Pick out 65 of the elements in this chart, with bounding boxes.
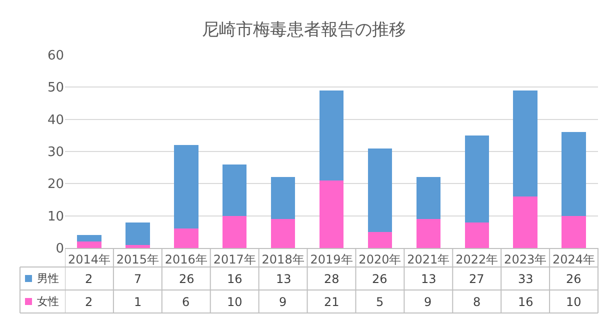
- data-label: 9: [279, 295, 287, 309]
- data-label: 26: [372, 272, 388, 286]
- x-tick-label: 2020年: [358, 252, 402, 266]
- data-label: 16: [518, 295, 534, 309]
- bar: [126, 222, 150, 245]
- data-label: 26: [179, 272, 194, 286]
- data-label: 9: [424, 295, 432, 309]
- data-label: 10: [566, 295, 582, 309]
- x-tick-label: 2019年: [310, 252, 353, 266]
- bar: [222, 216, 247, 248]
- x-tick-label: 2017年: [213, 252, 256, 266]
- bar: [416, 177, 441, 220]
- legend-label: 女性: [37, 295, 59, 308]
- bar: [174, 145, 198, 229]
- data-label: 33: [518, 272, 534, 286]
- data-label: 1: [134, 295, 142, 309]
- x-tick-label: 2023年: [504, 252, 547, 266]
- data-label: 26: [566, 272, 582, 286]
- data-label: 13: [421, 272, 436, 286]
- data-label: 10: [227, 295, 242, 309]
- legend-label: 男性: [37, 272, 59, 285]
- data-label: 28: [324, 272, 340, 286]
- x-tick-label: 2022年: [456, 252, 498, 266]
- data-label: 8: [473, 295, 481, 309]
- data-label: 21: [324, 295, 340, 309]
- data-label: 13: [276, 272, 292, 286]
- bar: [77, 242, 102, 248]
- data-label: 27: [469, 272, 484, 286]
- data-label: 5: [376, 295, 384, 309]
- x-tick-label: 2024年: [552, 252, 596, 266]
- y-tick-label: 50: [47, 80, 64, 96]
- bar: [270, 177, 296, 220]
- bar: [319, 90, 344, 180]
- x-tick-label: 2015年: [116, 252, 159, 266]
- bar: [222, 164, 247, 216]
- bar: [126, 244, 150, 248]
- bar: [368, 148, 392, 232]
- bar: [416, 219, 441, 248]
- bar: [562, 216, 586, 248]
- x-tick-label: 2016年: [164, 252, 208, 266]
- bar: [319, 180, 344, 248]
- bar: [513, 90, 538, 197]
- bar: [77, 235, 102, 242]
- data-label: 2: [85, 272, 93, 286]
- y-tick-label: 40: [47, 112, 64, 128]
- data-label: 16: [227, 272, 242, 286]
- bar: [464, 222, 489, 248]
- bar: [174, 228, 198, 248]
- y-tick-label: 30: [47, 145, 64, 160]
- y-tick-label: 0: [56, 242, 64, 257]
- bar: [513, 196, 538, 248]
- x-tick-label: 2014年: [68, 252, 111, 266]
- x-tick-label: 2018年: [262, 252, 304, 266]
- bar: [464, 135, 489, 222]
- y-tick-label: 20: [47, 177, 64, 192]
- x-tick-label: 2021年: [407, 252, 450, 266]
- bar: [562, 132, 586, 216]
- bar: [270, 219, 296, 248]
- bar: [368, 232, 392, 248]
- data-label: 2: [85, 295, 93, 309]
- data-label: 7: [134, 272, 142, 286]
- chart-title: 尼崎市梅毒患者報告の推移: [202, 20, 406, 40]
- y-tick-label: 60: [47, 48, 64, 64]
- data-label: 6: [182, 295, 190, 309]
- y-tick-label: 10: [47, 209, 64, 224]
